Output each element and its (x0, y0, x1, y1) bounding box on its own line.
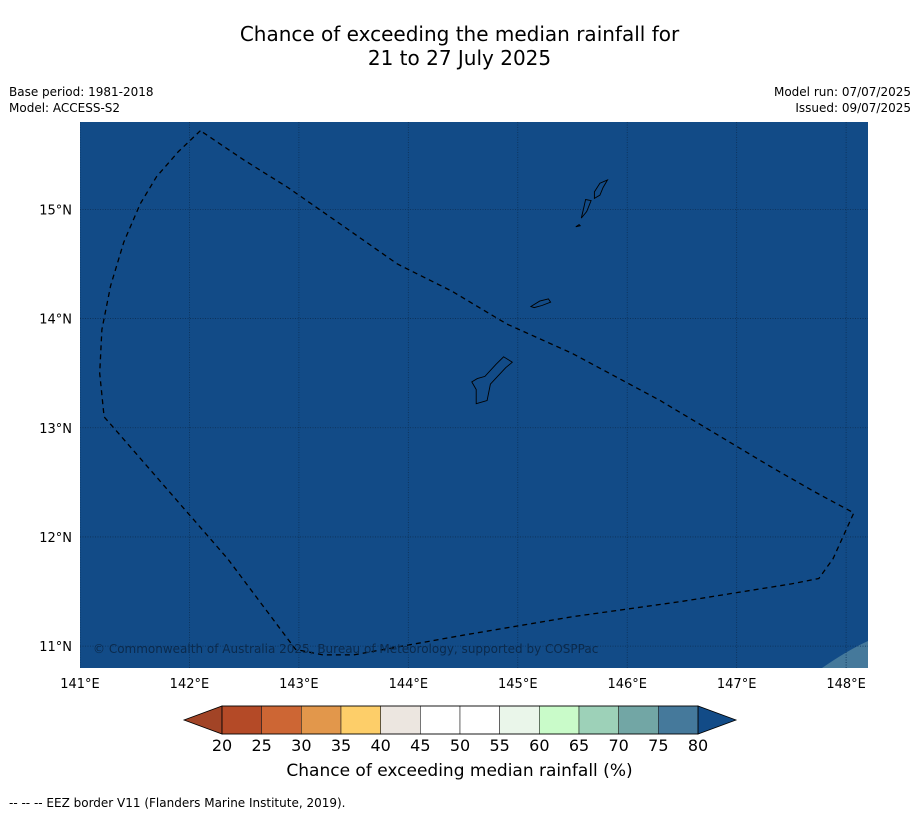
lon-tick-label: 148°E (826, 677, 866, 692)
colorbar-tick-label: 45 (410, 736, 430, 755)
colorbar-segment (261, 705, 302, 735)
colorbar-tick-label: 35 (331, 736, 351, 755)
island-saipan (593, 178, 609, 200)
lon-tick-label: 143°E (279, 677, 319, 692)
colorbar-tick-label: 40 (370, 736, 390, 755)
island-rota (529, 298, 552, 309)
colorbar-segment (459, 705, 500, 735)
lon-tick-label: 144°E (389, 677, 429, 692)
island-tinian (580, 198, 592, 219)
colorbar-segment (420, 705, 461, 735)
colorbar-tick-label: 60 (529, 736, 549, 755)
colorbar-tick-label: 65 (569, 736, 589, 755)
map-title: Chance of exceeding the median rainfall … (0, 22, 919, 70)
colorbar-tick-label: 80 (688, 736, 708, 755)
colorbar-tick-label: 55 (489, 736, 509, 755)
colorbar-extend-low (182, 705, 223, 735)
colorbar-tick-label: 25 (251, 736, 271, 755)
model-name: Model: ACCESS-S2 (9, 101, 121, 115)
map-title-line1: Chance of exceeding the median rainfall … (239, 22, 680, 46)
lon-tick-label: 145°E (498, 677, 538, 692)
colorbar-tick-label: 50 (450, 736, 470, 755)
eez-border-line (99, 130, 855, 656)
colorbar-segment (578, 705, 619, 735)
colorbar-segment (301, 705, 342, 735)
lon-tick-label: 147°E (717, 677, 757, 692)
colorbar-segment (340, 705, 381, 735)
colorbar-frame (221, 705, 699, 735)
colorbar-segment (658, 705, 699, 735)
colorbar-tick-label: 20 (212, 736, 232, 755)
colorbar-segment (618, 705, 659, 735)
colorbar-tick-label: 70 (608, 736, 628, 755)
lat-tick-label: 12°N (39, 531, 72, 546)
island-aguijan (575, 224, 582, 228)
lat-tick-label: 13°N (39, 422, 72, 437)
colorbar-tick-label: 30 (291, 736, 311, 755)
issued-date: Issued: 09/07/2025 (795, 101, 911, 115)
category-patch (822, 641, 868, 668)
base-period: Base period: 1981-2018 (9, 85, 154, 99)
lat-tick-label: 15°N (39, 203, 72, 218)
eez-footnote: -- -- -- EEZ border V11 (Flanders Marine… (9, 796, 346, 810)
colorbar-extend-high (697, 705, 738, 735)
island-guam (471, 356, 514, 405)
meta-right: Model run: 07/07/2025 Issued: 09/07/2025 (774, 84, 911, 116)
lat-tick-label: 14°N (39, 313, 72, 328)
map-background (80, 122, 868, 668)
colorbar-tick-label: 75 (648, 736, 668, 755)
lat-tick-label: 11°N (39, 640, 72, 655)
colorbar-segment (380, 705, 421, 735)
colorbar-segment (539, 705, 580, 735)
colorbar-title: Chance of exceeding median rainfall (%) (286, 761, 633, 781)
meta-left: Base period: 1981-2018 Model: ACCESS-S2 (9, 84, 154, 116)
model-run: Model run: 07/07/2025 (773, 85, 911, 99)
colorbar-segment (499, 705, 540, 735)
copyright-text: © Commonwealth of Australia 2025, Bureau… (93, 642, 598, 656)
colorbar-segment (221, 705, 262, 735)
lon-tick-label: 146°E (607, 677, 647, 692)
lon-tick-label: 142°E (170, 677, 210, 692)
map-title-line2: 21 to 27 July 2025 (367, 46, 552, 70)
lon-tick-label: 141°E (60, 677, 100, 692)
